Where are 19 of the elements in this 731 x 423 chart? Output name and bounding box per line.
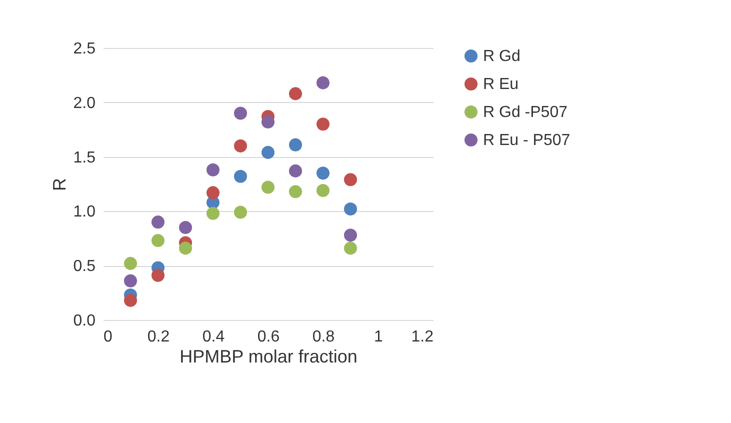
x-tick-label: 0.6 [257,328,280,346]
y-tick-label: 1.5 [73,149,96,166]
x-tick-label: 1 [374,328,384,346]
y-tick-label: 2.0 [73,94,96,112]
x-tick-label: 0 [104,328,112,346]
legend-label: R Gd [483,48,520,65]
legend-label: R Eu - P507 [483,132,570,149]
x-tick-label: 0.2 [147,328,170,346]
legend-label: R Gd -P507 [483,104,568,121]
y-tick-label: 0.5 [73,258,96,276]
legend-label: R Eu [483,76,519,93]
y-tick-label: 0.0 [73,312,96,330]
x-axis-title: HPMBP molar fraction [180,346,358,366]
y-tick-label: 2.5 [73,40,96,58]
x-tick-label: 0.8 [312,328,335,346]
x-tick-label: 1.2 [411,328,434,346]
x-tick-label: 0.4 [202,328,225,346]
y-axis-title: R [49,178,70,191]
y-tick-label: 1.0 [73,204,96,221]
